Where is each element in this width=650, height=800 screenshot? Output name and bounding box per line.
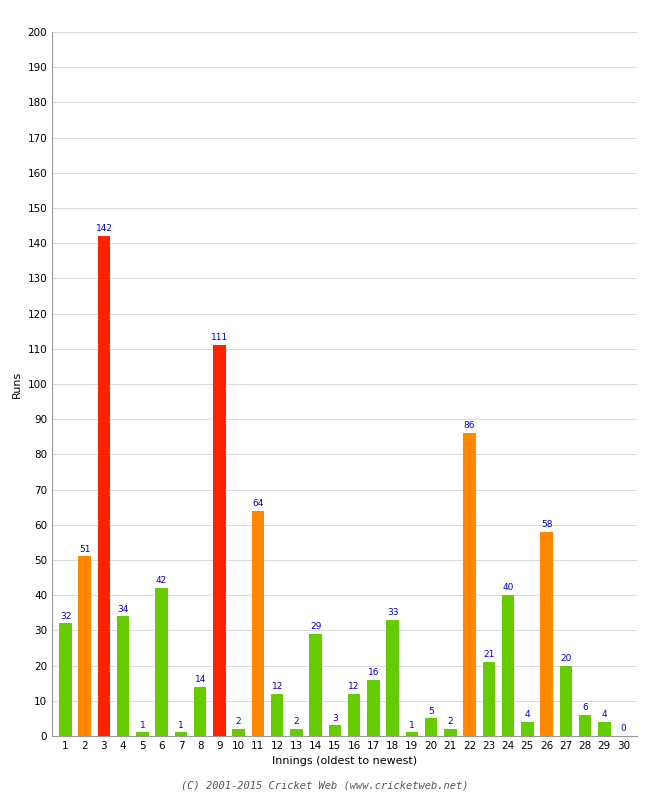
Bar <box>386 620 399 736</box>
Text: 40: 40 <box>502 583 514 592</box>
Bar <box>194 686 207 736</box>
Bar <box>213 346 226 736</box>
Text: 5: 5 <box>428 706 434 715</box>
Bar <box>444 729 456 736</box>
Bar <box>502 595 514 736</box>
Bar <box>136 733 149 736</box>
Text: 64: 64 <box>252 499 264 508</box>
Bar <box>521 722 534 736</box>
Text: 29: 29 <box>310 622 321 631</box>
Text: 33: 33 <box>387 608 398 617</box>
Text: 2: 2 <box>294 717 299 726</box>
Text: 111: 111 <box>211 334 228 342</box>
Text: 4: 4 <box>601 710 607 719</box>
Text: 14: 14 <box>194 675 206 684</box>
Text: 34: 34 <box>118 605 129 614</box>
Text: 12: 12 <box>272 682 283 691</box>
Bar <box>463 434 476 736</box>
Bar <box>79 557 91 736</box>
Text: 1: 1 <box>178 721 184 730</box>
Text: 51: 51 <box>79 545 90 554</box>
Bar <box>155 588 168 736</box>
Bar <box>117 616 129 736</box>
Text: 16: 16 <box>368 668 379 677</box>
Bar <box>329 726 341 736</box>
Text: 4: 4 <box>525 710 530 719</box>
Bar <box>290 729 303 736</box>
Bar <box>425 718 437 736</box>
Text: 42: 42 <box>156 576 167 586</box>
Text: 2: 2 <box>236 717 241 726</box>
Bar <box>406 733 418 736</box>
Bar <box>309 634 322 736</box>
Bar <box>560 666 572 736</box>
Text: 0: 0 <box>621 724 627 733</box>
Bar <box>175 733 187 736</box>
Bar <box>540 532 552 736</box>
Text: 58: 58 <box>541 520 552 529</box>
Text: 21: 21 <box>483 650 495 659</box>
Text: 32: 32 <box>60 611 71 621</box>
Text: 12: 12 <box>348 682 360 691</box>
Bar <box>482 662 495 736</box>
Text: (C) 2001-2015 Cricket Web (www.cricketweb.net): (C) 2001-2015 Cricket Web (www.cricketwe… <box>181 781 469 790</box>
Bar <box>598 722 610 736</box>
Text: 86: 86 <box>464 422 475 430</box>
Bar <box>578 715 592 736</box>
Bar <box>98 236 111 736</box>
Text: 2: 2 <box>448 717 453 726</box>
Y-axis label: Runs: Runs <box>12 370 22 398</box>
Text: 1: 1 <box>140 721 146 730</box>
Bar <box>59 623 72 736</box>
Text: 3: 3 <box>332 714 338 722</box>
Text: 1: 1 <box>409 721 415 730</box>
X-axis label: Innings (oldest to newest): Innings (oldest to newest) <box>272 757 417 766</box>
Text: 142: 142 <box>96 224 112 234</box>
Bar <box>271 694 283 736</box>
Bar <box>252 510 264 736</box>
Text: 6: 6 <box>582 703 588 712</box>
Bar <box>367 680 380 736</box>
Text: 20: 20 <box>560 654 571 662</box>
Bar <box>348 694 360 736</box>
Bar <box>233 729 245 736</box>
